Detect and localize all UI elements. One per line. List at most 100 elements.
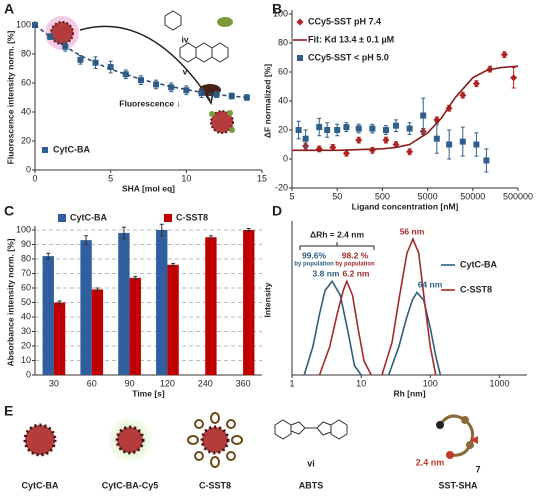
annotation: 98.2 % (342, 250, 369, 260)
annotation: ΔRh = 2.4 nm (310, 229, 364, 239)
annotation: iv (181, 34, 188, 44)
y-tick-label: 70 (21, 268, 31, 278)
point (369, 125, 376, 132)
bar (91, 289, 104, 375)
annotation: by population (335, 262, 375, 268)
y-tick-label: 40 (21, 106, 31, 116)
point (459, 91, 467, 99)
x-tick-label: 500 (375, 191, 390, 201)
x-tick-label: 360 (236, 378, 251, 388)
annotation: 6.2 nm (343, 268, 370, 278)
point (382, 136, 390, 144)
error-bar (246, 228, 251, 232)
line (318, 236, 437, 376)
y-tick-label: 30 (21, 326, 31, 336)
line (303, 279, 442, 376)
item-label: CytC-BA (22, 480, 59, 490)
panel-letter: E (4, 403, 13, 419)
point (393, 122, 400, 129)
error-bar (171, 262, 176, 267)
abts-structure (274, 419, 348, 440)
point (324, 127, 331, 133)
sst-sha-structure (436, 414, 478, 459)
x-tick-label: 30 (49, 378, 59, 388)
y-tick-label: -20 (275, 182, 288, 192)
annotation: 99.6% (302, 250, 327, 260)
legend-marker (58, 214, 66, 222)
x-tick-label: 15 (257, 173, 267, 183)
point (406, 148, 414, 156)
distance-note: 2.4 nm (416, 457, 445, 467)
molecule-iv (164, 10, 182, 31)
point (355, 125, 362, 132)
y-tick-label: 0 (283, 153, 288, 163)
bar (129, 277, 141, 375)
point (472, 80, 480, 88)
point (329, 143, 337, 151)
cytc-ba-icon (23, 423, 57, 457)
x-tick-label: 90 (125, 378, 135, 388)
point (153, 81, 160, 88)
x-tick-label: 120 (160, 378, 175, 388)
point (198, 90, 205, 97)
molecule-green (217, 17, 233, 27)
item-label: ABTS (299, 480, 324, 490)
y-tick-label: 100 (16, 19, 31, 29)
point (334, 127, 341, 133)
y-tick-label: 100 (16, 224, 31, 234)
bar (53, 302, 66, 375)
y-tick-label: 90 (21, 239, 31, 249)
annotation: 3.8 nm (313, 268, 340, 278)
error-bar (159, 223, 164, 237)
item-label: CytC-BA-Cy5 (102, 480, 159, 490)
point (47, 33, 54, 40)
point (122, 71, 129, 78)
point (473, 141, 480, 148)
point (295, 127, 302, 133)
panel-a-scheme (45, 10, 235, 134)
protein-bound (210, 110, 234, 134)
x-tick-label: 0 (32, 173, 37, 183)
annotation: v (183, 66, 188, 76)
x-tick-label: 50000 (460, 191, 485, 201)
y-tick-label: 80 (21, 253, 31, 263)
point (510, 74, 518, 82)
ligand (209, 111, 215, 117)
legend-label: C-SST8 (176, 212, 208, 222)
bar (42, 256, 54, 375)
ligand (229, 127, 235, 133)
bar (118, 232, 130, 375)
y-tick-label: 0 (26, 164, 31, 174)
point (342, 149, 350, 157)
point (459, 138, 466, 145)
bar (205, 237, 217, 375)
point (316, 124, 323, 131)
annotation: by population (294, 262, 334, 268)
point (382, 127, 389, 133)
line (34, 24, 247, 99)
error-bar (133, 275, 138, 280)
legend-label: CytC-BA (460, 259, 497, 269)
point (107, 64, 114, 71)
x-tick-label: 240 (198, 378, 213, 388)
y-tick-label: 60 (21, 282, 31, 292)
legend-label: CCy5-SST pH 7.4 (308, 16, 381, 26)
point (500, 51, 508, 59)
y-axis-label: Absorbance intensity norm. [%] (5, 238, 15, 366)
y-tick-label: 80 (21, 48, 31, 58)
panel-letter: A (4, 1, 14, 17)
y-axis-label: Intensity (262, 282, 272, 317)
x-tick-label: 1 (289, 378, 294, 388)
y-tick-label: 0 (26, 369, 31, 379)
point (168, 84, 175, 91)
point (446, 141, 453, 148)
reaction-arrow (79, 25, 211, 101)
annotation: 64 nm (418, 279, 443, 289)
y-tick-label: 40 (21, 311, 31, 321)
x-tick-label: 1000 (489, 378, 509, 388)
y-tick-label: 20 (21, 340, 31, 350)
y-tick-label: 20 (278, 124, 288, 134)
x-tick-label: 50 (332, 191, 342, 201)
panel-letter: B (272, 1, 282, 17)
